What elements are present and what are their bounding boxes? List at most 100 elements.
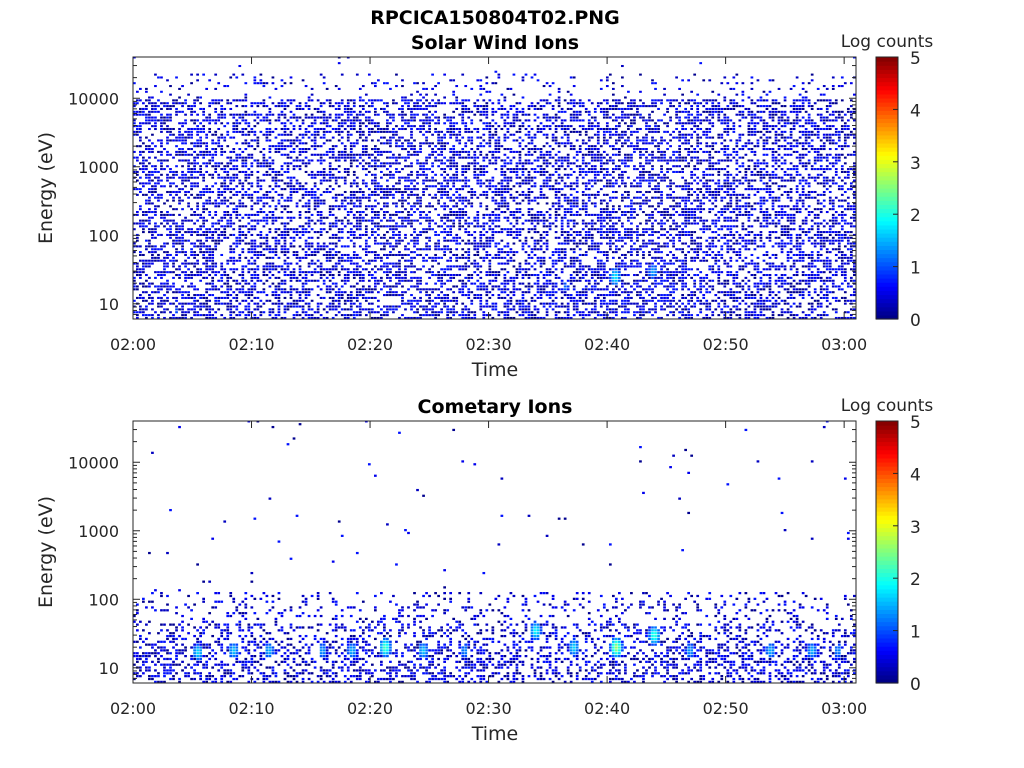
heatmap-cell <box>154 271 157 274</box>
heatmap-cell <box>328 125 332 128</box>
heatmap-cell <box>181 208 184 211</box>
heatmap-cell <box>172 302 175 305</box>
heatmap-cell <box>367 279 371 282</box>
heatmap-cell <box>238 170 242 173</box>
heatmap-cell <box>355 314 359 317</box>
heatmap-cell <box>235 294 239 297</box>
heatmap-cell <box>437 314 440 317</box>
heatmap-cell <box>334 251 338 254</box>
heatmap-cell <box>166 213 169 216</box>
heatmap-cell <box>407 119 410 122</box>
heatmap-cell <box>163 308 166 311</box>
heatmap-cell <box>479 225 483 228</box>
heatmap-cell <box>482 288 486 291</box>
heatmap-cell <box>211 153 215 156</box>
heatmap-cell <box>304 314 308 317</box>
heatmap-cell <box>479 119 483 122</box>
heatmap-cell <box>292 288 296 291</box>
heatmap-cell <box>298 139 302 142</box>
heatmap-cell <box>160 150 163 153</box>
heatmap-cell <box>503 176 507 179</box>
heatmap-cell <box>208 311 212 314</box>
heatmap-cell <box>509 196 513 199</box>
heatmap-cell <box>470 139 474 142</box>
heatmap-cell <box>449 265 453 268</box>
heatmap-cell <box>455 259 459 262</box>
heatmap-cell <box>334 219 338 222</box>
heatmap-cell <box>395 130 398 133</box>
heatmap-cell <box>395 125 398 128</box>
heatmap-cell <box>142 291 145 294</box>
heatmap-cell <box>220 219 224 222</box>
heatmap-cell <box>142 285 145 288</box>
heatmap-cell <box>160 288 163 291</box>
heatmap-cell <box>364 185 368 188</box>
heatmap-cell <box>491 162 495 165</box>
heatmap-cell <box>142 225 145 228</box>
heatmap-cell <box>238 116 242 119</box>
heatmap-cell <box>446 268 450 271</box>
heatmap-cell <box>419 125 422 128</box>
heatmap-cell <box>380 256 383 259</box>
heatmap-cell <box>169 190 172 194</box>
heatmap-cell <box>253 276 257 279</box>
heatmap-cell <box>464 127 468 131</box>
heatmap-cell <box>283 170 287 173</box>
heatmap-cell <box>334 236 338 239</box>
heatmap-cell <box>343 291 347 294</box>
heatmap-cell <box>154 291 157 294</box>
heatmap-cell <box>374 213 377 216</box>
heatmap-cell <box>298 150 302 153</box>
heatmap-cell <box>401 314 404 317</box>
heatmap-cell <box>331 236 335 239</box>
heatmap-cell <box>452 308 456 311</box>
heatmap-cell <box>431 170 434 173</box>
heatmap-cell <box>190 82 193 85</box>
heatmap-cell <box>238 288 242 291</box>
heatmap-cell <box>283 305 287 308</box>
heatmap-cell <box>277 150 281 153</box>
heatmap-cell <box>352 256 356 259</box>
heatmap-cell <box>361 182 365 185</box>
heatmap-cell <box>440 205 443 208</box>
heatmap-cell <box>364 308 368 311</box>
heatmap-cell <box>491 125 495 128</box>
heatmap-cell <box>205 136 209 139</box>
heatmap-cell <box>482 159 486 162</box>
heatmap-cell <box>410 179 413 182</box>
heatmap-cell <box>298 296 302 299</box>
heatmap-cell <box>157 285 160 288</box>
heatmap-cell <box>247 182 251 185</box>
heatmap-cell <box>349 145 353 148</box>
heatmap-cell <box>328 211 332 214</box>
heatmap-cell <box>253 308 257 311</box>
heatmap-cell <box>503 133 507 136</box>
heatmap-cell <box>367 122 371 125</box>
heatmap-cell <box>434 233 437 236</box>
heatmap-cell <box>172 102 175 105</box>
heatmap-cell <box>289 228 293 231</box>
heatmap-cell <box>416 288 419 291</box>
heatmap-cell <box>467 139 471 142</box>
heatmap-cell <box>304 127 308 131</box>
heatmap-cell <box>214 248 218 251</box>
heatmap-cell <box>265 248 269 251</box>
heatmap-cell <box>154 116 157 119</box>
heatmap-cell <box>259 233 263 236</box>
heatmap-cell <box>509 256 513 259</box>
heatmap-cell <box>151 299 154 302</box>
heatmap-cell <box>389 188 392 191</box>
heatmap-cell <box>172 190 175 194</box>
heatmap-cell <box>235 216 239 219</box>
heatmap-cell <box>253 296 257 299</box>
heatmap-cell <box>145 168 148 171</box>
heatmap-cell <box>253 251 257 254</box>
heatmap-cell <box>446 231 450 234</box>
heatmap-cell <box>160 299 163 302</box>
heatmap-cell <box>157 288 160 291</box>
heatmap-cell <box>340 102 344 105</box>
heatmap-cell <box>262 159 266 162</box>
heatmap-cell <box>500 288 504 291</box>
heatmap-cell <box>271 102 275 105</box>
heatmap-cell <box>509 193 513 196</box>
